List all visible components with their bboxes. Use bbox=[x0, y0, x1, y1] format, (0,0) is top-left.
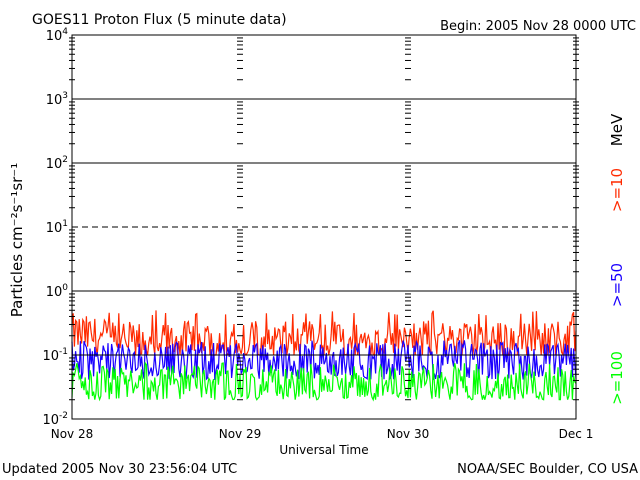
legend-item: >=50 bbox=[608, 263, 626, 307]
plot-frame bbox=[71, 34, 577, 420]
legend-item: >=100 bbox=[608, 351, 626, 405]
x-tick-label: Nov 28 bbox=[51, 427, 94, 441]
footer-source: NOAA/SEC Boulder, CO USA bbox=[457, 462, 638, 477]
threshold-lines bbox=[72, 98, 576, 356]
y-axis-tick-labels: 10-2 10-1 100 101 102 103 104 bbox=[42, 27, 68, 428]
y-tick-label: 102 bbox=[46, 155, 68, 172]
x-tick-label: Nov 30 bbox=[387, 427, 430, 441]
series-line-2 bbox=[71, 361, 577, 402]
legend: MeV >=10 >=50 >=100 bbox=[608, 113, 626, 405]
legend-item: MeV bbox=[608, 113, 626, 146]
chart-title: GOES11 Proton Flux (5 minute data) bbox=[32, 12, 287, 28]
x-tick-label: Dec 1 bbox=[559, 427, 594, 441]
x-axis-tick-labels: Nov 28 Nov 29 Nov 30 Dec 1 bbox=[51, 427, 594, 441]
x-axis-label: Universal Time bbox=[279, 443, 368, 457]
begin-label: Begin: 2005 Nov 28 0000 UTC bbox=[440, 19, 636, 34]
y-tick-label: 101 bbox=[46, 219, 68, 236]
y-tick-label: 100 bbox=[46, 283, 69, 300]
y-tick-label: 10-1 bbox=[42, 347, 68, 364]
series-line-1 bbox=[71, 339, 577, 381]
footer-updated: Updated 2005 Nov 30 23:56:04 UTC bbox=[2, 462, 237, 477]
y-tick-label: 103 bbox=[46, 91, 68, 108]
x-tick-label: Nov 29 bbox=[219, 427, 262, 441]
legend-item: >=10 bbox=[608, 168, 626, 212]
y-tick-label: 104 bbox=[46, 27, 69, 44]
y-tick-label: 10-2 bbox=[42, 411, 68, 428]
y-axis-label: Particles cm⁻²s⁻¹sr⁻¹ bbox=[8, 163, 26, 317]
